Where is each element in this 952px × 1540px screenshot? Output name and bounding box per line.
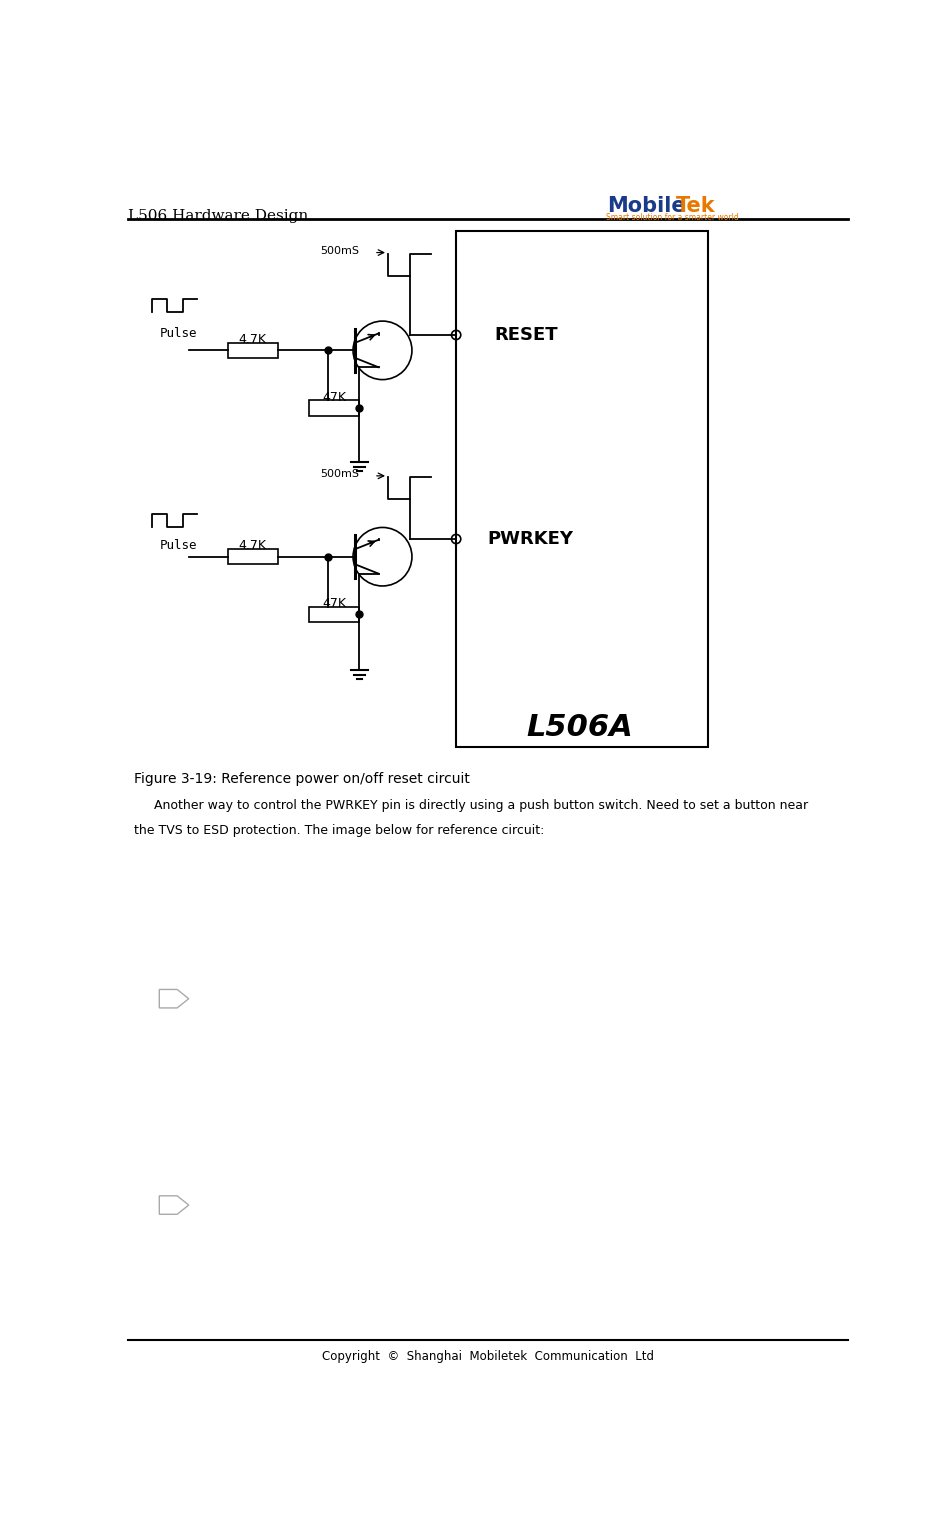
Text: 47K: 47K xyxy=(322,391,347,403)
Bar xyxy=(228,548,278,564)
Bar xyxy=(308,607,359,622)
Text: Tek: Tek xyxy=(676,196,715,216)
Text: PWRKEY: PWRKEY xyxy=(487,530,573,548)
Text: the TVS to ESD protection. The image below for reference circuit:: the TVS to ESD protection. The image bel… xyxy=(134,824,545,836)
Text: 4.7K: 4.7K xyxy=(239,539,267,553)
Text: RESET: RESET xyxy=(495,326,559,343)
Text: 47K: 47K xyxy=(322,598,347,610)
Bar xyxy=(456,231,708,747)
Bar xyxy=(228,342,278,357)
Text: 500mS: 500mS xyxy=(321,470,360,479)
Text: Pulse: Pulse xyxy=(159,539,197,551)
Bar xyxy=(308,400,359,416)
Text: 4.7K: 4.7K xyxy=(239,333,267,346)
Text: Mobile: Mobile xyxy=(607,196,685,216)
Text: Figure 3-19: Reference power on/off reset circuit: Figure 3-19: Reference power on/off rese… xyxy=(134,772,470,785)
Text: Another way to control the PWRKEY pin is directly using a push button switch. Ne: Another way to control the PWRKEY pin is… xyxy=(154,799,808,812)
Text: Pulse: Pulse xyxy=(159,328,197,340)
Text: L506 Hardware Design: L506 Hardware Design xyxy=(129,209,308,223)
Text: Copyright  ©  Shanghai  Mobiletek  Communication  Ltd: Copyright © Shanghai Mobiletek Communica… xyxy=(322,1351,654,1363)
Text: Smart solution for a smarter world: Smart solution for a smarter world xyxy=(605,213,739,222)
Text: L506A: L506A xyxy=(526,713,633,742)
Text: 500mS: 500mS xyxy=(321,246,360,256)
